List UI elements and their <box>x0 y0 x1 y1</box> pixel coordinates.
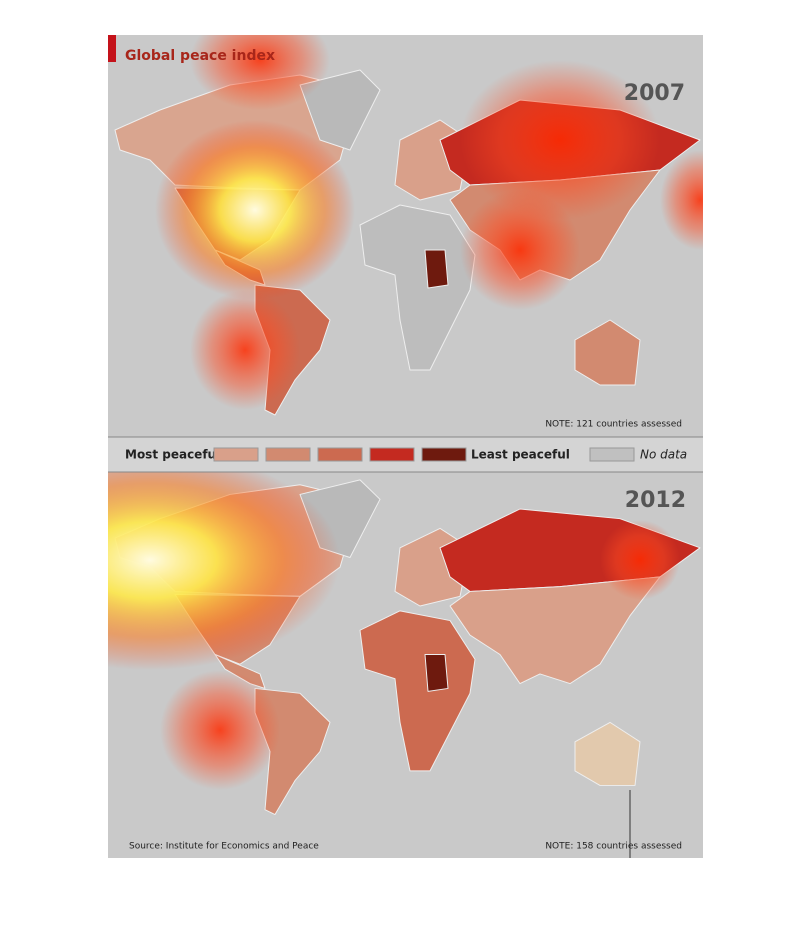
title-bar <box>108 35 116 62</box>
legend-swatch <box>265 447 311 462</box>
note: NOTE: 121 countries assessed <box>545 420 682 430</box>
map-2007 <box>108 35 703 437</box>
legend-swatch <box>317 447 363 462</box>
legend-swatch <box>213 447 259 462</box>
legend-swatch <box>421 447 467 462</box>
map-2012 <box>108 472 703 858</box>
no-data-swatch <box>589 447 635 462</box>
legend-no-data: No data <box>640 448 687 462</box>
source: Source: Institute for Economics and Peac… <box>129 842 319 852</box>
legend-swatch <box>369 447 415 462</box>
note: NOTE: 158 countries assessed <box>545 842 682 852</box>
year: 2007 <box>624 81 685 106</box>
year: 2012 <box>625 488 686 513</box>
legend-least: Least peaceful <box>471 448 570 462</box>
legend-most: Most peaceful <box>125 448 220 462</box>
title: Global peace index <box>125 48 275 64</box>
